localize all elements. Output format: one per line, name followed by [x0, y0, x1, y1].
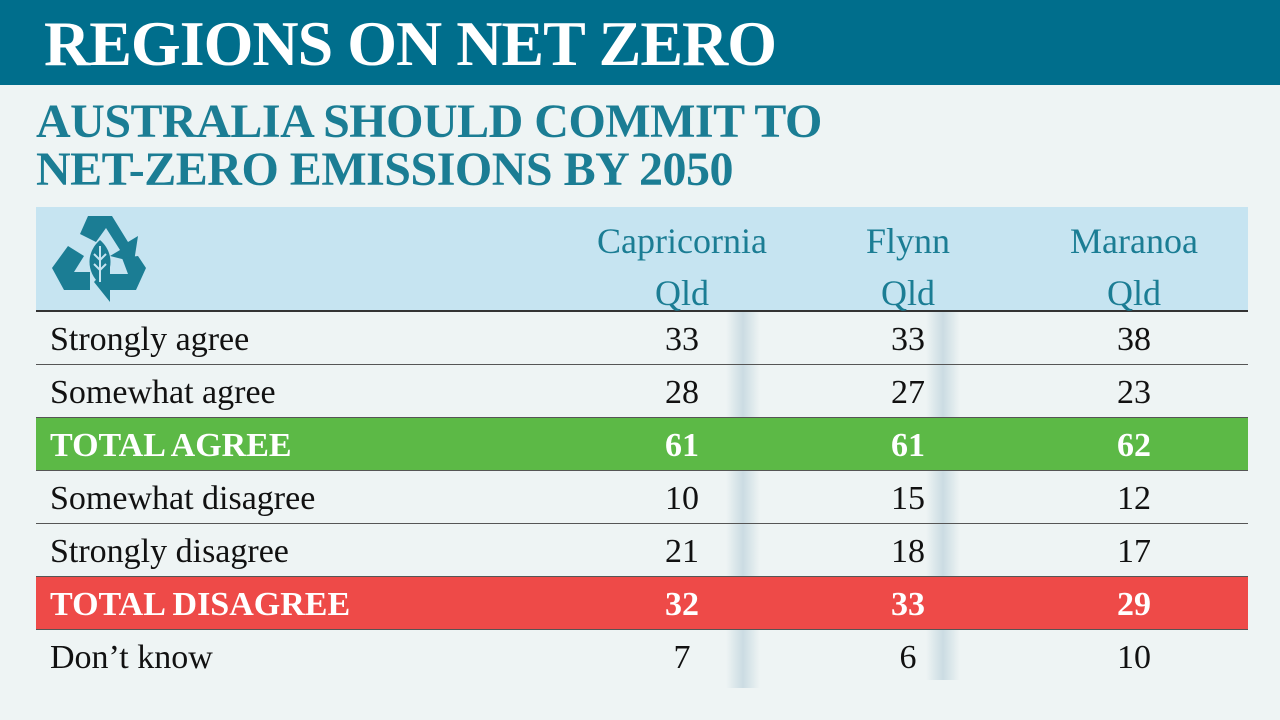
cell-value: 28	[665, 374, 699, 411]
column-header-line: Capricornia	[597, 221, 767, 261]
table-header: Capricornia Qld Flynn Qld Maranoa Qld	[36, 207, 1248, 313]
column-header-line: Qld	[1107, 273, 1161, 313]
cell-value: 29	[1117, 586, 1151, 623]
cell-value: 32	[665, 586, 699, 623]
title: REGIONS ON NET ZERO	[44, 8, 777, 79]
row-label: Somewhat disagree	[50, 480, 316, 517]
column-header-line: Maranoa	[1070, 221, 1198, 261]
cell-value: 18	[891, 533, 925, 570]
column-header: Capricornia Qld	[562, 215, 802, 319]
cell-value: 27	[891, 374, 925, 411]
cell-value: 7	[673, 639, 691, 676]
column-header: Flynn Qld	[788, 215, 1028, 319]
cell-value: 38	[1117, 321, 1151, 358]
subtitle: AUSTRALIA SHOULD COMMIT TO NET-ZERO EMIS…	[36, 98, 822, 194]
cell-value: 21	[665, 533, 699, 570]
cell-value: 62	[1117, 427, 1151, 464]
recycle-icon	[52, 216, 146, 302]
table-row: TOTAL AGREE 61 61 62	[36, 418, 1248, 471]
row-label: Strongly disagree	[50, 533, 289, 570]
table: Capricornia Qld Flynn Qld Maranoa Qld Strongl…	[36, 207, 1248, 682]
row-label: Strongly agree	[50, 321, 250, 358]
cell-value: 17	[1117, 533, 1151, 570]
row-label: TOTAL DISAGREE	[50, 586, 351, 623]
table-row: Don’t know 7 6 10	[36, 630, 1248, 682]
table-row: TOTAL DISAGREE 32 33 29	[36, 577, 1248, 630]
table-row: Strongly disagree 21 18 17	[36, 524, 1248, 577]
column-header-line: Flynn	[865, 221, 951, 261]
table-row: Somewhat disagree 10 15 12	[36, 471, 1248, 524]
row-label: Somewhat agree	[50, 374, 276, 411]
title-bar	[0, 0, 1280, 85]
subtitle-line: AUSTRALIA SHOULD COMMIT TO	[36, 95, 822, 148]
cell-value: 23	[1117, 374, 1151, 411]
subtitle-line: NET-ZERO EMISSIONS BY 2050	[36, 143, 733, 196]
column-header-line: Qld	[655, 273, 709, 313]
cell-value: 33	[891, 321, 925, 358]
row-label: Don’t know	[50, 639, 213, 676]
cell-value: 33	[891, 586, 925, 623]
column-header: Maranoa Qld	[1014, 215, 1254, 319]
cell-value: 10	[665, 480, 699, 517]
cell-value: 61	[665, 427, 699, 464]
cell-value: 61	[891, 427, 925, 464]
cell-value: 33	[665, 321, 699, 358]
cell-value: 6	[899, 639, 917, 676]
column-header-line: Qld	[881, 273, 935, 313]
table-row: Strongly agree 33 33 38	[36, 312, 1248, 365]
cell-value: 12	[1117, 480, 1151, 517]
cell-value: 10	[1117, 639, 1151, 676]
cell-value: 15	[891, 480, 925, 517]
row-label: TOTAL AGREE	[50, 427, 292, 464]
table-row: Somewhat agree 28 27 23	[36, 365, 1248, 418]
